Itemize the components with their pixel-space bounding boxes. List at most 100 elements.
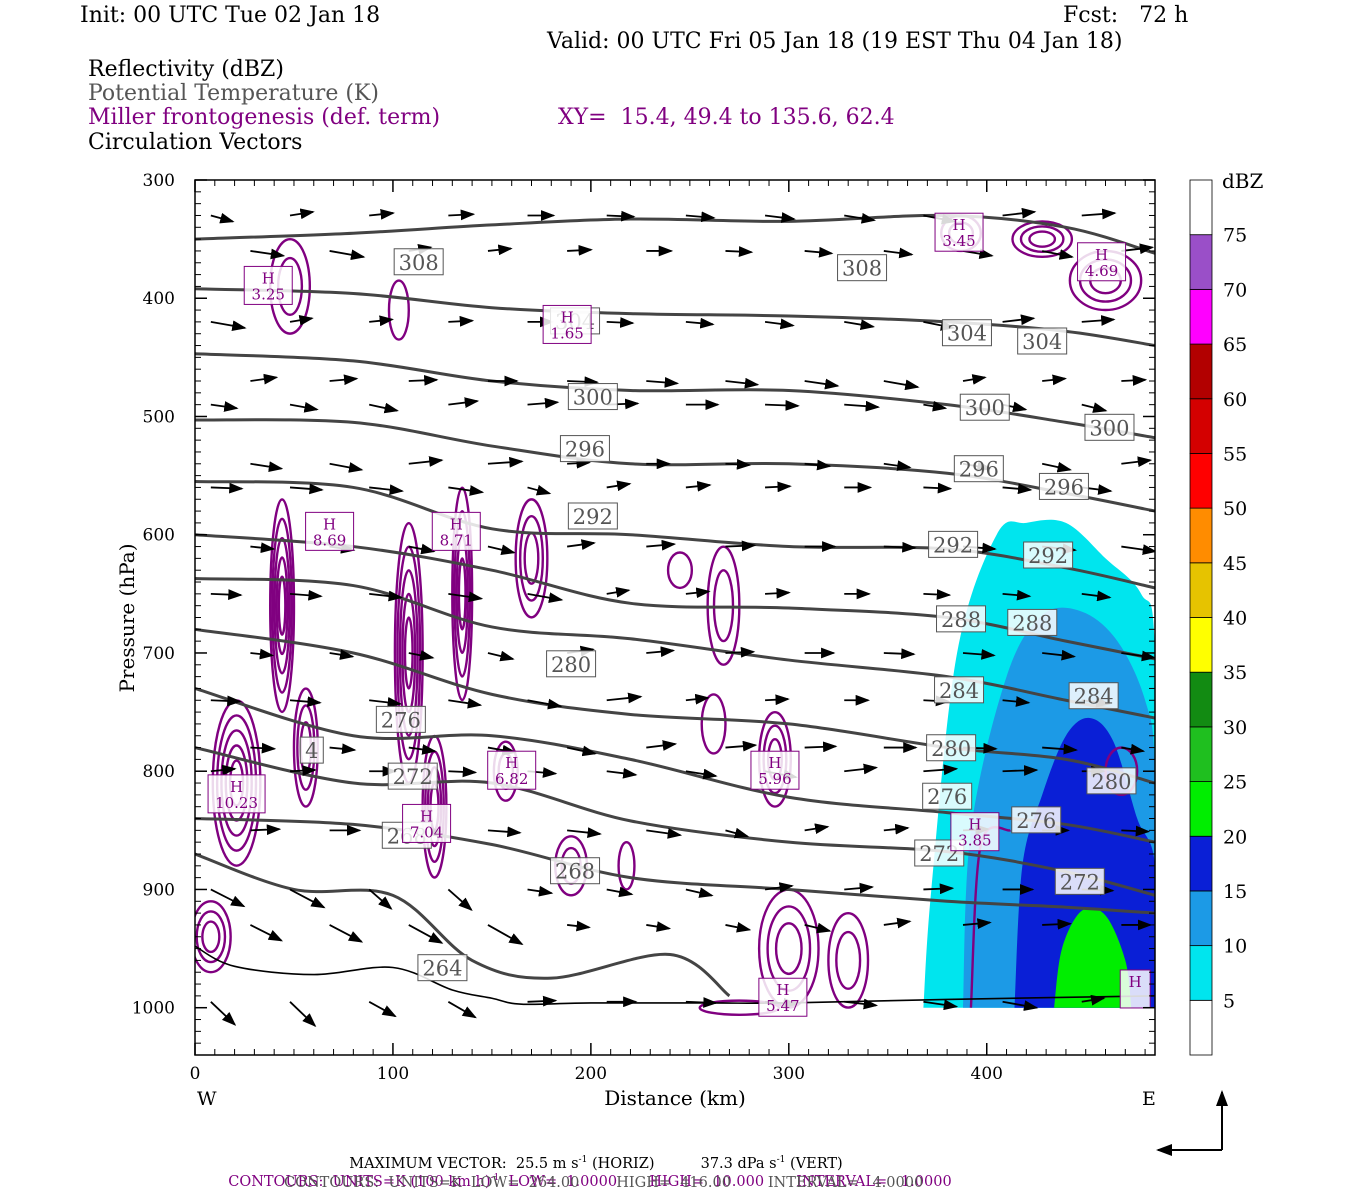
circulation-vector-82 xyxy=(1002,483,1033,495)
y-tick-label-7: 1000 xyxy=(132,999,175,1019)
theta-label-9: 296 xyxy=(959,458,999,482)
theta-label-15: 288 xyxy=(1012,611,1052,635)
fronto-max-box-4 xyxy=(305,511,355,551)
circulation-vector-20 xyxy=(883,247,914,259)
circulation-vector-101 xyxy=(606,586,631,598)
circulation-vector-123 xyxy=(448,697,483,709)
theta-label-box-13 xyxy=(1023,541,1074,569)
theta-label-box-5 xyxy=(567,383,618,411)
axes: 300 400 500 600 700 800 900 1000 0 100 200 300 400 xyxy=(132,171,1156,1084)
circulation-vector-51 xyxy=(448,397,480,408)
circulation-vector-171 xyxy=(447,888,473,912)
circulation-vector-134 xyxy=(408,744,437,755)
x-tick-label-0: 0 xyxy=(190,1064,201,1084)
fronto-max-box-10 xyxy=(950,812,1000,852)
theta-label-box-1 xyxy=(837,254,888,282)
circulation-vector-23 xyxy=(1121,243,1155,255)
circulation-vector-182 xyxy=(408,924,444,944)
theta-label-3: 304 xyxy=(947,322,987,346)
circulation-vector-62 xyxy=(408,456,444,467)
theta-label-17: 284 xyxy=(1074,685,1114,709)
circulation-vector-71 xyxy=(1121,456,1153,468)
circulation-vector-31 xyxy=(764,318,795,330)
colorbar-swatch-8 xyxy=(1189,562,1213,618)
fronto-max-h-4: H xyxy=(323,515,336,533)
circulation-vector-90 xyxy=(725,540,757,552)
theta-label-box-6 xyxy=(959,393,1010,421)
circulation-vector-77 xyxy=(606,480,632,492)
circulation-vector-153 xyxy=(923,764,959,776)
frontogenesis-contour-0-1 xyxy=(271,517,294,694)
circulation-vector-121 xyxy=(289,696,322,708)
theta-label-box-11 xyxy=(567,502,618,530)
colorbar-label-5: 5 xyxy=(1223,990,1235,1012)
circulation-vector-19 xyxy=(804,246,834,258)
circulation-vector-106 xyxy=(1002,589,1032,601)
theta-label-7: 300 xyxy=(1089,416,1129,440)
circulation-vector-35 xyxy=(1081,315,1116,326)
circulation-vector-42 xyxy=(725,377,760,389)
theta-label-11: 292 xyxy=(573,505,613,529)
frontogenesis-contour-9-2 xyxy=(774,922,803,976)
theta-label-0: 308 xyxy=(399,251,439,275)
circulation-vector-192 xyxy=(210,1001,237,1026)
fronto-max-h-1: H xyxy=(561,308,574,326)
colorbar-swatch-5 xyxy=(1189,726,1213,782)
circulation-vector-64 xyxy=(567,457,591,469)
colorbar-swatch-7 xyxy=(1189,617,1213,673)
fronto-max-value-10: 3.85 xyxy=(958,832,991,850)
frontogenesis-contour-18-2 xyxy=(201,920,221,954)
circulation-vector-172 xyxy=(527,885,554,897)
colorbar-swatch-11 xyxy=(1189,398,1213,454)
y-tick-label-5: 800 xyxy=(143,762,175,782)
theta-label-box-18 xyxy=(546,650,597,678)
circulation-vector-97 xyxy=(289,589,323,601)
circulation-vector-36 xyxy=(250,373,279,385)
contours-fronto-line: CONTOURS: UNITS=K (100 km h)-1 LOW= 1.00… xyxy=(219,1157,951,1190)
frontogenesis-contour-10-1 xyxy=(835,930,862,990)
theta-label-box-29 xyxy=(417,954,468,982)
circulation-vector-142 xyxy=(1042,743,1078,755)
frontogenesis-contour-12-2 xyxy=(1028,230,1057,248)
x-tick-label-1: 100 xyxy=(377,1064,409,1084)
circulation-vector-7 xyxy=(764,212,796,223)
fronto-max-value-7: 6.82 xyxy=(495,770,528,788)
theta-label-10: 296 xyxy=(1044,475,1084,499)
circulation-vector-47 xyxy=(1121,375,1148,386)
max-vector-horiz-exp: -1 xyxy=(578,1155,588,1165)
frontogenesis-contour-0-2 xyxy=(273,536,291,675)
colorbar-label-45: 45 xyxy=(1223,553,1247,575)
colorbar-swatch-0 xyxy=(1189,999,1213,1056)
frontogenesis-contour-6-0 xyxy=(514,498,549,619)
circulation-vector-168 xyxy=(210,888,246,908)
circulation-vector-144 xyxy=(210,764,237,776)
circulation-vector-181 xyxy=(329,924,364,943)
circulation-vector-150 xyxy=(685,768,718,780)
circulation-vector-154 xyxy=(1002,765,1039,776)
circulation-vector-160 xyxy=(567,827,602,838)
circulation-vector-200 xyxy=(844,998,879,1010)
fronto-max-box-5 xyxy=(431,511,481,551)
circulation-vector-126 xyxy=(685,693,710,705)
fronto-max-box-12 xyxy=(1119,969,1151,1009)
frontogenesis-contour-10-0 xyxy=(827,912,870,1009)
fronto-max-h-2: H xyxy=(952,216,965,234)
terrain-line xyxy=(195,945,1155,1006)
theta-label-box-7 xyxy=(1084,413,1135,441)
circulation-vector-145 xyxy=(289,765,317,777)
theta-label-18: 280 xyxy=(551,653,591,677)
circulation-vector-180 xyxy=(250,924,284,942)
circulation-vector-111 xyxy=(487,650,515,662)
circulation-vector-105 xyxy=(923,589,952,600)
circulation-vector-125 xyxy=(606,692,643,704)
contour-labels: 3083083043043043003003002962962962922922… xyxy=(207,212,1151,1017)
circulation-vector-103 xyxy=(765,587,791,599)
theta-label-box-22 xyxy=(922,782,973,810)
circulation-vector-184 xyxy=(567,920,591,932)
colorbar-swatch-3 xyxy=(1189,835,1213,892)
circulation-vector-60 xyxy=(250,461,284,472)
max-vector-vert: 37.3 dPa s xyxy=(700,1155,777,1172)
circulation-vector-195 xyxy=(447,1001,477,1019)
theta-label-box-10 xyxy=(1038,472,1089,500)
circulation-vector-202 xyxy=(1002,1000,1039,1011)
